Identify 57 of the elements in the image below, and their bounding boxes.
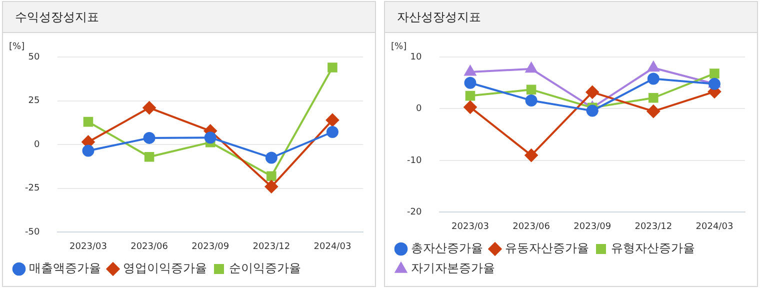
y-tick-label: 0 — [34, 140, 40, 150]
legend-label: 자기자본증가율 — [411, 261, 495, 276]
x-tick-label: 2023/12 — [252, 242, 290, 252]
y-tick-label: -25 — [24, 184, 40, 194]
x-tick-label: 2023/06 — [512, 222, 550, 232]
y-tick-label: 25 — [28, 96, 40, 106]
point — [526, 62, 538, 73]
point — [464, 76, 476, 89]
legend-label: 영업이익증가율 — [123, 261, 207, 276]
point — [526, 84, 536, 94]
legend-label: 매출액증가율 — [29, 261, 101, 276]
legend-label: 총자산증가율 — [411, 241, 483, 256]
point — [710, 68, 720, 78]
x-tick-label: 2023/03 — [452, 222, 489, 232]
x-tick-label: 2023/06 — [130, 242, 168, 252]
y-tick-label: 0 — [416, 104, 422, 114]
point — [464, 66, 476, 76]
point — [82, 144, 94, 157]
point — [143, 132, 156, 144]
point — [524, 148, 538, 162]
y-tick-label: -10 — [406, 156, 422, 166]
point — [326, 126, 338, 138]
point — [647, 72, 660, 85]
y-axis-title: [%] — [9, 42, 25, 52]
y-tick-label: -50 — [24, 228, 40, 238]
point — [586, 86, 599, 99]
point — [265, 152, 278, 164]
point — [464, 100, 477, 114]
point — [465, 90, 476, 101]
legend-label: 유형자산증가율 — [611, 241, 695, 256]
chart-title: 자산성장성지표 — [385, 2, 757, 33]
y-tick-label: 50 — [28, 52, 40, 62]
point — [648, 61, 660, 72]
point — [648, 92, 658, 103]
point — [264, 180, 278, 194]
point — [525, 94, 538, 106]
point — [142, 101, 156, 114]
point — [204, 132, 216, 144]
x-tick-label: 2023/03 — [70, 242, 107, 252]
point — [646, 104, 660, 118]
chart-title: 수익성장성지표 — [3, 2, 375, 33]
x-tick-label: 2024/03 — [696, 222, 734, 232]
point — [326, 114, 339, 127]
x-tick-label: 2023/12 — [634, 222, 672, 232]
x-tick-label: 2023/09 — [192, 242, 230, 252]
point — [586, 104, 598, 117]
point — [328, 62, 338, 72]
point — [144, 152, 154, 162]
legend-label: 유동자산증가율 — [505, 241, 589, 256]
y-axis-title: [%] — [391, 42, 407, 52]
y-tick-label: 10 — [410, 52, 422, 62]
x-tick-label: 2024/03 — [314, 242, 352, 252]
x-tick-label: 2023/09 — [574, 222, 612, 232]
y-tick-label: -20 — [406, 208, 422, 218]
legend-label: 순이익증가율 — [229, 261, 301, 276]
point — [83, 116, 94, 127]
point — [266, 171, 276, 182]
